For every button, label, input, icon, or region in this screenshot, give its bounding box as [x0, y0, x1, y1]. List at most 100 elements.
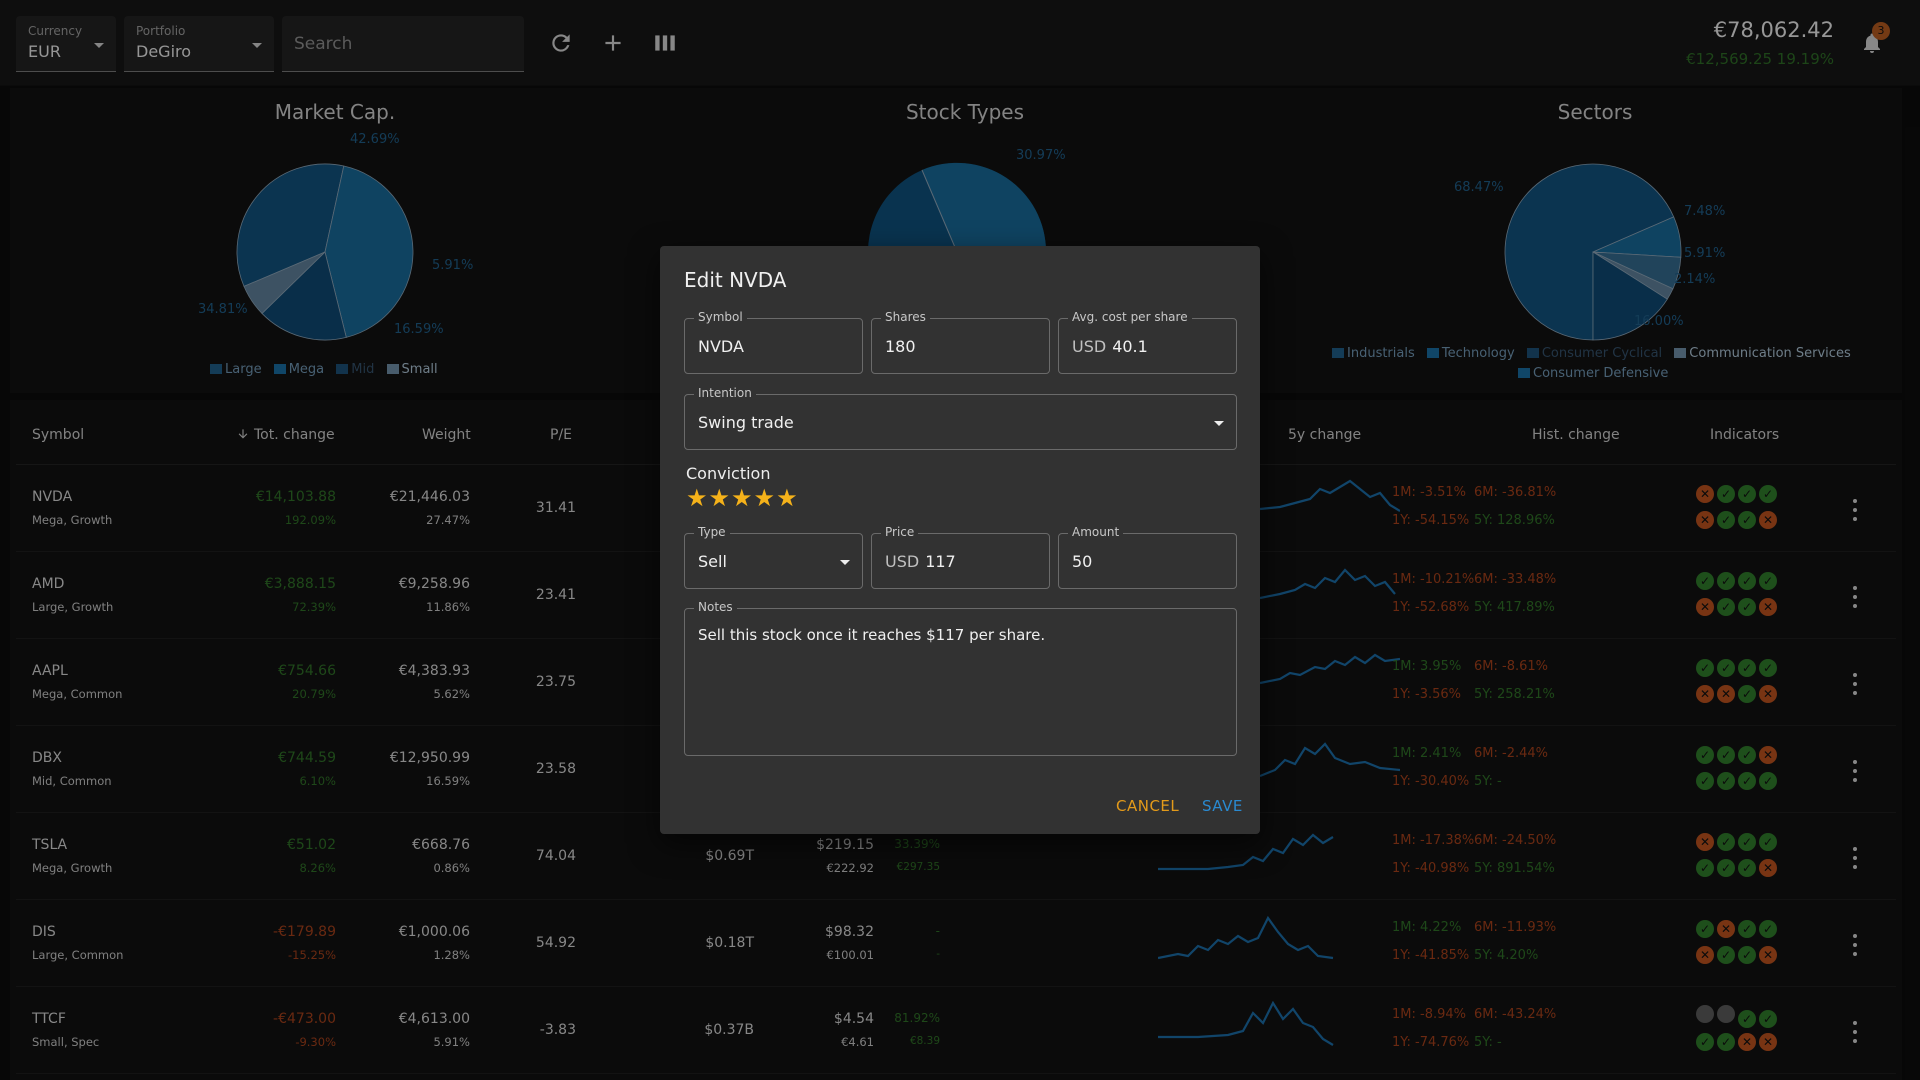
column-header-symbol[interactable]: Symbol — [32, 427, 85, 443]
neutral-icon[interactable] — [1696, 1005, 1714, 1023]
check-icon[interactable]: ✓ — [1738, 746, 1756, 764]
check-icon[interactable]: ✓ — [1717, 1033, 1735, 1051]
avg-cost-field[interactable]: Avg. cost per share USD 40.1 — [1058, 310, 1237, 374]
check-icon[interactable]: ✓ — [1717, 598, 1735, 616]
check-icon[interactable]: ✓ — [1759, 772, 1777, 790]
check-icon[interactable]: ✓ — [1696, 572, 1714, 590]
check-icon[interactable]: ✓ — [1759, 659, 1777, 677]
currency-select[interactable]: Currency EUR — [16, 16, 116, 72]
check-icon[interactable]: ✓ — [1717, 772, 1735, 790]
more-vert-icon[interactable] — [1852, 586, 1858, 608]
legend-item[interactable]: Technology — [1426, 346, 1515, 361]
row-symbol[interactable]: TSLA — [32, 837, 68, 853]
search-input[interactable] — [282, 16, 524, 72]
check-icon[interactable]: ✓ — [1696, 920, 1714, 938]
check-icon[interactable]: ✓ — [1717, 833, 1735, 851]
check-icon[interactable]: ✓ — [1738, 946, 1756, 964]
type-select[interactable]: Type Sell — [684, 525, 863, 589]
conviction-rating[interactable]: ★★★★★ — [686, 486, 799, 510]
price-field[interactable]: Price USD 117 — [871, 525, 1050, 589]
check-icon[interactable]: ✓ — [1717, 511, 1735, 529]
star-icon[interactable]: ★ — [753, 484, 776, 512]
star-icon[interactable]: ★ — [708, 484, 731, 512]
cross-icon[interactable]: ✕ — [1696, 833, 1714, 851]
neutral-icon[interactable] — [1717, 1005, 1735, 1023]
legend-item[interactable]: Consumer Cyclical — [1526, 346, 1662, 361]
check-icon[interactable]: ✓ — [1717, 659, 1735, 677]
pie-slice[interactable] — [324, 165, 414, 338]
more-vert-icon[interactable] — [1852, 499, 1858, 521]
check-icon[interactable]: ✓ — [1738, 485, 1756, 503]
add-icon[interactable] — [600, 30, 626, 56]
check-icon[interactable]: ✓ — [1696, 859, 1714, 877]
cross-icon[interactable]: ✕ — [1759, 511, 1777, 529]
check-icon[interactable]: ✓ — [1738, 659, 1756, 677]
check-icon[interactable]: ✓ — [1759, 485, 1777, 503]
cross-icon[interactable]: ✕ — [1759, 746, 1777, 764]
column-header-indicators[interactable]: Indicators — [1710, 427, 1780, 443]
check-icon[interactable]: ✓ — [1717, 946, 1735, 964]
cross-icon[interactable]: ✕ — [1759, 685, 1777, 703]
check-icon[interactable]: ✓ — [1696, 772, 1714, 790]
row-symbol[interactable]: NVDA — [32, 489, 73, 505]
cross-icon[interactable]: ✕ — [1759, 1033, 1777, 1051]
more-vert-icon[interactable] — [1852, 1021, 1858, 1043]
check-icon[interactable]: ✓ — [1738, 685, 1756, 703]
notes-textarea[interactable]: Notes Sell this stock once it reaches $1… — [684, 600, 1237, 756]
check-icon[interactable]: ✓ — [1738, 859, 1756, 877]
cross-icon[interactable]: ✕ — [1696, 511, 1714, 529]
table-row[interactable]: DIS Large, Common -€179.89 -15.25% €1,00… — [16, 900, 1896, 987]
check-icon[interactable]: ✓ — [1738, 511, 1756, 529]
check-icon[interactable]: ✓ — [1759, 833, 1777, 851]
pie-slice[interactable] — [1592, 251, 1668, 341]
more-vert-icon[interactable] — [1852, 847, 1858, 869]
legend-item[interactable]: Mega — [273, 362, 324, 377]
legend-item[interactable]: Mid — [336, 362, 374, 377]
pie-slice[interactable] — [1504, 163, 1675, 341]
check-icon[interactable]: ✓ — [1759, 1010, 1777, 1028]
legend-item[interactable]: Industrials — [1332, 346, 1415, 361]
column-header-5y-change[interactable]: 5y change — [1288, 427, 1362, 443]
star-icon[interactable]: ★ — [686, 484, 708, 512]
pie-slice[interactable] — [236, 163, 345, 287]
cross-icon[interactable]: ✕ — [1696, 685, 1714, 703]
cancel-button[interactable]: CANCEL — [1116, 797, 1180, 815]
check-icon[interactable]: ✓ — [1738, 1010, 1756, 1028]
legend-item[interactable]: Consumer Defensive — [1518, 366, 1668, 381]
symbol-field[interactable]: Symbol NVDA — [684, 310, 863, 374]
cross-icon[interactable]: ✕ — [1717, 685, 1735, 703]
check-icon[interactable]: ✓ — [1696, 746, 1714, 764]
table-row[interactable]: AAPL Mega, Common €754.66 20.79% €4,383.… — [16, 639, 1896, 726]
column-header-tot-change[interactable]: Tot. change — [236, 427, 335, 443]
row-symbol[interactable]: DIS — [32, 924, 56, 940]
portfolio-select[interactable]: Portfolio DeGiro — [124, 16, 274, 72]
intention-select[interactable]: Intention Swing trade — [684, 386, 1237, 450]
columns-icon[interactable] — [652, 30, 678, 56]
pie-slice[interactable] — [261, 251, 347, 341]
check-icon[interactable]: ✓ — [1717, 859, 1735, 877]
more-vert-icon[interactable] — [1852, 673, 1858, 695]
column-header-weight[interactable]: Weight — [422, 427, 471, 443]
row-symbol[interactable]: AAPL — [32, 663, 68, 679]
cross-icon[interactable]: ✕ — [1717, 920, 1735, 938]
shares-field[interactable]: Shares 180 — [871, 310, 1050, 374]
legend-item[interactable]: Large — [210, 362, 262, 377]
table-row[interactable]: AMD Large, Growth €3,888.15 72.39% €9,25… — [16, 552, 1896, 639]
check-icon[interactable]: ✓ — [1759, 920, 1777, 938]
more-vert-icon[interactable] — [1852, 934, 1858, 956]
check-icon[interactable]: ✓ — [1759, 572, 1777, 590]
check-icon[interactable]: ✓ — [1738, 598, 1756, 616]
row-symbol[interactable]: AMD — [32, 576, 65, 592]
cross-icon[interactable]: ✕ — [1759, 946, 1777, 964]
check-icon[interactable]: ✓ — [1738, 572, 1756, 590]
save-button[interactable]: SAVE — [1202, 797, 1243, 815]
table-row[interactable]: TSLA Mega, Growth €51.02 8.26% €668.76 0… — [16, 813, 1896, 900]
cross-icon[interactable]: ✕ — [1696, 485, 1714, 503]
star-icon[interactable]: ★ — [776, 484, 798, 512]
more-vert-icon[interactable] — [1852, 760, 1858, 782]
check-icon[interactable]: ✓ — [1696, 659, 1714, 677]
cross-icon[interactable]: ✕ — [1696, 946, 1714, 964]
table-row[interactable]: TTCF Small, Spec -€473.00 -9.30% €4,613.… — [16, 987, 1896, 1074]
check-icon[interactable]: ✓ — [1738, 772, 1756, 790]
amount-field[interactable]: Amount 50 — [1058, 525, 1237, 589]
